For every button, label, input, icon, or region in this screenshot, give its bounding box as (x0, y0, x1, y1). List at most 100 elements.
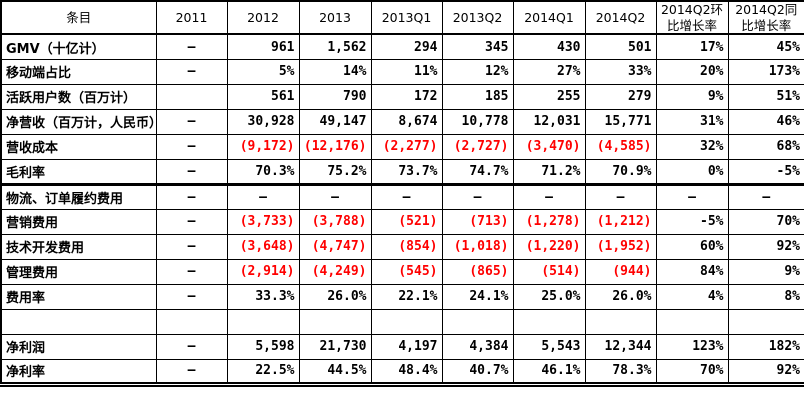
cell[interactable]: 27% (512, 58, 586, 85)
cell[interactable]: -5% (655, 208, 729, 235)
cell[interactable]: – (155, 233, 228, 260)
row-label[interactable]: 营收成本 (0, 133, 157, 160)
cell[interactable]: 46.1% (512, 358, 586, 385)
cell[interactable]: 44.5% (298, 358, 372, 385)
cell[interactable]: – (155, 358, 228, 385)
cell[interactable]: 4% (655, 283, 729, 310)
cell[interactable]: – (155, 333, 228, 360)
cell[interactable]: 92% (727, 233, 804, 260)
cell[interactable]: 345 (441, 33, 514, 60)
column-header-2014q2-qoq-growth[interactable]: 2014Q2环比增长率 (655, 0, 729, 36)
cell[interactable]: – (226, 183, 300, 210)
cell[interactable]: 75.2% (298, 158, 372, 186)
cell[interactable]: 20% (655, 58, 729, 85)
cell[interactable]: 70.3% (226, 158, 300, 186)
cell[interactable]: 31% (655, 108, 729, 135)
cell[interactable]: 70% (655, 358, 729, 385)
cell[interactable] (298, 308, 372, 335)
cell[interactable]: 961 (226, 33, 300, 60)
cell[interactable]: 32% (655, 133, 729, 160)
cell[interactable]: 182% (727, 333, 804, 360)
cell[interactable]: 26.0% (298, 283, 372, 310)
row-label[interactable] (0, 308, 157, 335)
cell[interactable]: (3,788) (298, 208, 372, 235)
row-label[interactable]: 毛利率 (0, 158, 157, 186)
cell[interactable]: -5% (727, 158, 804, 186)
cell[interactable]: 15,771 (584, 108, 657, 135)
cell[interactable]: – (655, 183, 729, 210)
row-label[interactable]: 费用率 (0, 283, 157, 310)
row-label[interactable]: 净营收（百万计，人民币） (0, 108, 157, 135)
cell[interactable]: (3,733) (226, 208, 300, 235)
cell[interactable]: – (155, 133, 228, 160)
row-label[interactable]: 净利润 (0, 333, 157, 360)
cell[interactable]: (1,220) (512, 233, 586, 260)
cell[interactable]: 17% (655, 33, 729, 60)
cell[interactable]: (514) (512, 258, 586, 285)
cell[interactable]: (1,952) (584, 233, 657, 260)
cell[interactable]: (1,018) (441, 233, 514, 260)
cell[interactable]: 12,344 (584, 333, 657, 360)
cell[interactable]: 123% (655, 333, 729, 360)
cell[interactable]: 73.7% (370, 158, 443, 186)
cell[interactable]: (545) (370, 258, 443, 285)
cell[interactable]: (3,470) (512, 133, 586, 160)
column-header-2013[interactable]: 2013 (298, 0, 372, 36)
cell[interactable]: 51% (727, 83, 804, 110)
cell[interactable] (441, 308, 514, 335)
cell[interactable]: 33.3% (226, 283, 300, 310)
cell[interactable] (226, 308, 300, 335)
cell[interactable]: 185 (441, 83, 514, 110)
cell[interactable]: 4,384 (441, 333, 514, 360)
cell[interactable]: 70.9% (584, 158, 657, 186)
row-label[interactable]: 移动端占比 (0, 58, 157, 85)
cell[interactable]: – (155, 283, 228, 310)
cell[interactable]: 40.7% (441, 358, 514, 385)
cell[interactable]: 501 (584, 33, 657, 60)
cell[interactable]: 26.0% (584, 283, 657, 310)
cell[interactable] (370, 308, 443, 335)
cell[interactable]: (1,278) (512, 208, 586, 235)
cell[interactable]: 9% (655, 83, 729, 110)
cell[interactable]: 0% (655, 158, 729, 186)
cell[interactable]: 11% (370, 58, 443, 85)
cell[interactable] (512, 308, 586, 335)
cell[interactable]: 60% (655, 233, 729, 260)
cell[interactable]: (2,277) (370, 133, 443, 160)
column-header-2014q2[interactable]: 2014Q2 (584, 0, 657, 36)
cell[interactable]: 255 (512, 83, 586, 110)
cell[interactable]: – (727, 183, 804, 210)
row-label[interactable]: 技术开发费用 (0, 233, 157, 260)
cell[interactable] (584, 308, 657, 335)
cell[interactable]: – (155, 158, 228, 186)
cell[interactable]: 14% (298, 58, 372, 85)
cell[interactable]: (713) (441, 208, 514, 235)
cell[interactable] (655, 308, 729, 335)
cell[interactable]: 84% (655, 258, 729, 285)
cell[interactable]: 12% (441, 58, 514, 85)
cell[interactable]: 22.5% (226, 358, 300, 385)
cell[interactable]: 71.2% (512, 158, 586, 186)
cell[interactable]: 33% (584, 58, 657, 85)
cell[interactable]: 430 (512, 33, 586, 60)
column-header-2012[interactable]: 2012 (226, 0, 300, 36)
cell[interactable]: – (298, 183, 372, 210)
cell[interactable]: 790 (298, 83, 372, 110)
cell[interactable]: (944) (584, 258, 657, 285)
cell[interactable]: 10,778 (441, 108, 514, 135)
cell[interactable]: 5,598 (226, 333, 300, 360)
cell[interactable] (155, 308, 228, 335)
cell[interactable]: (4,747) (298, 233, 372, 260)
cell[interactable] (155, 83, 228, 110)
cell[interactable] (727, 308, 804, 335)
cell[interactable]: 1,562 (298, 33, 372, 60)
cell[interactable]: 48.4% (370, 358, 443, 385)
row-label[interactable]: 物流、订单履约费用 (0, 183, 157, 210)
column-header-2011[interactable]: 2011 (155, 0, 228, 36)
cell[interactable]: 5,543 (512, 333, 586, 360)
cell[interactable]: 5% (226, 58, 300, 85)
cell[interactable]: (3,648) (226, 233, 300, 260)
cell[interactable]: 22.1% (370, 283, 443, 310)
cell[interactable]: 74.7% (441, 158, 514, 186)
row-label[interactable]: 营销费用 (0, 208, 157, 235)
